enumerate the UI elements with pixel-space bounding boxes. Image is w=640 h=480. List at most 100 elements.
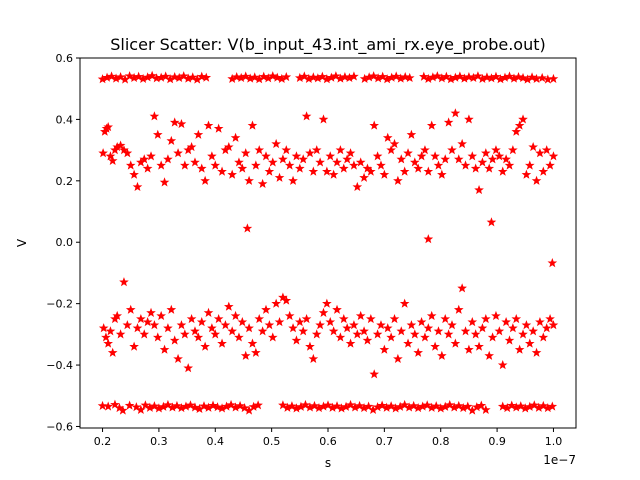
x-axis-offset-label: 1e−7 <box>543 453 576 467</box>
data-point <box>423 323 434 333</box>
data-point <box>354 400 365 410</box>
data-point <box>169 335 180 345</box>
data-point <box>210 160 221 170</box>
data-point <box>267 332 278 342</box>
data-point <box>518 329 528 339</box>
data-point <box>470 163 481 173</box>
data-point <box>352 329 363 339</box>
data-point <box>118 405 128 415</box>
data-point <box>129 169 139 179</box>
data-point <box>545 160 555 170</box>
data-point <box>115 329 126 339</box>
data-point <box>213 313 224 324</box>
data-point <box>396 326 407 336</box>
data-point <box>187 72 198 82</box>
data-point <box>166 304 177 314</box>
data-point <box>223 301 234 311</box>
data-point <box>291 151 302 161</box>
data-point <box>173 148 183 158</box>
data-point <box>237 317 248 327</box>
data-point <box>163 154 173 164</box>
data-point <box>160 71 171 81</box>
data-point <box>311 145 322 155</box>
data-point <box>129 341 139 351</box>
data-point <box>382 323 393 333</box>
data-point <box>332 157 342 167</box>
data-point <box>186 313 197 324</box>
data-point <box>514 120 525 130</box>
data-point <box>98 323 109 333</box>
data-point <box>322 166 332 176</box>
data-point <box>139 329 150 339</box>
data-point <box>440 313 451 324</box>
data-point <box>511 313 522 324</box>
data-point <box>107 155 118 165</box>
data-point <box>508 145 518 155</box>
data-point <box>301 111 312 121</box>
data-point <box>247 338 258 348</box>
chart-title: Slicer Scatter: V(b_input_43.int_ami_rx.… <box>110 35 545 55</box>
data-point <box>200 341 210 351</box>
data-point <box>481 148 491 158</box>
data-point <box>538 332 549 342</box>
data-point <box>477 323 488 333</box>
data-point <box>169 117 180 127</box>
data-point <box>112 310 123 321</box>
data-point <box>389 313 400 324</box>
data-point <box>440 154 451 164</box>
x-tick-label: 0.9 <box>488 435 506 448</box>
data-point <box>538 400 549 410</box>
data-point <box>524 160 535 170</box>
data-point <box>372 151 383 161</box>
data-point <box>253 400 263 410</box>
data-point <box>413 347 423 357</box>
data-point <box>190 157 200 167</box>
data-point <box>240 71 251 81</box>
data-point <box>315 157 325 167</box>
data-point <box>447 145 457 155</box>
x-tick-label: 0.3 <box>150 435 168 448</box>
data-point <box>210 329 221 339</box>
data-point <box>249 72 260 82</box>
data-point <box>176 320 187 330</box>
data-point <box>548 320 559 330</box>
data-point <box>237 163 248 173</box>
data-point <box>342 154 352 164</box>
data-point <box>460 326 471 336</box>
data-point <box>264 166 275 176</box>
data-point <box>193 129 204 139</box>
data-point <box>309 400 320 410</box>
data-point <box>140 400 151 410</box>
data-point <box>272 72 283 82</box>
data-point <box>494 151 505 161</box>
data-point <box>443 117 454 127</box>
data-point <box>408 400 419 410</box>
data-point <box>426 120 437 130</box>
data-point <box>132 181 143 192</box>
data-point <box>406 320 417 330</box>
data-point <box>504 335 515 345</box>
data-point <box>288 175 298 185</box>
data-point <box>501 154 511 164</box>
data-point <box>494 326 505 336</box>
data-point <box>484 163 495 173</box>
data-point <box>291 335 302 345</box>
data-point <box>437 169 447 179</box>
data-point <box>470 329 481 339</box>
data-point <box>450 108 461 118</box>
data-point <box>251 160 261 170</box>
data-point <box>416 151 427 161</box>
data-point <box>125 304 136 314</box>
data-point <box>521 320 532 330</box>
data-point <box>318 307 329 317</box>
data-point <box>342 323 352 333</box>
y-tick-label: 0.6 <box>56 52 74 65</box>
data-point <box>298 154 309 164</box>
data-point <box>450 338 461 348</box>
data-point <box>464 71 474 82</box>
data-point <box>400 71 411 82</box>
data-point <box>185 400 196 410</box>
data-point <box>541 145 552 155</box>
data-point <box>335 145 346 155</box>
